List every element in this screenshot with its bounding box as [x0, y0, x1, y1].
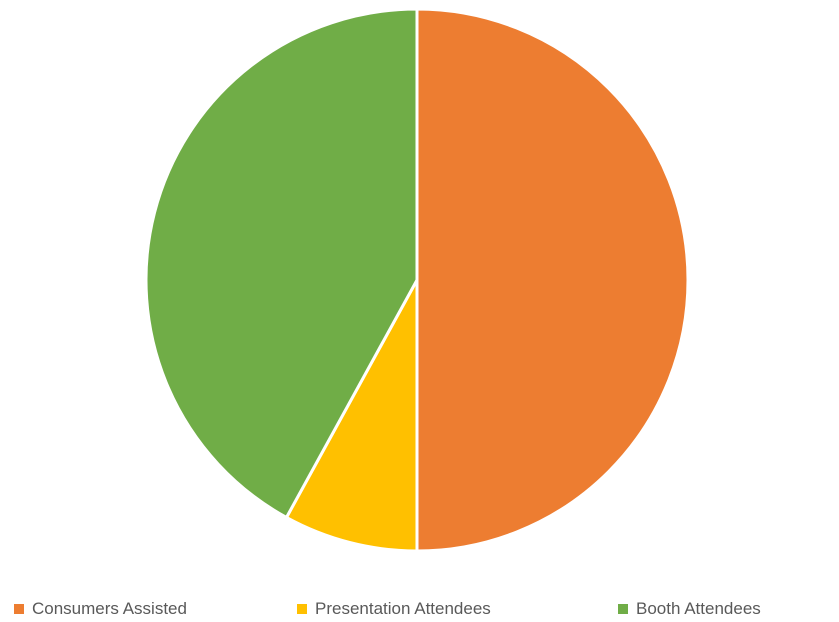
legend-label-presentation-attendees: Presentation Attendees	[315, 599, 491, 618]
pie-slice-booth-attendees	[144, 7, 419, 519]
legend-swatch-booth-attendees	[618, 604, 628, 614]
legend-item-presentation-attendees: Presentation Attendees	[297, 596, 491, 622]
legend-swatch-consumers-assisted	[14, 604, 24, 614]
pie-chart	[144, 7, 690, 553]
legend-item-booth-attendees: Booth Attendees	[618, 596, 761, 622]
chart-legend: Consumers Assisted Presentation Attendee…	[0, 596, 839, 622]
legend-item-consumers-assisted: Consumers Assisted	[14, 596, 187, 622]
legend-label-booth-attendees: Booth Attendees	[636, 599, 761, 618]
legend-swatch-presentation-attendees	[297, 604, 307, 614]
legend-label-consumers-assisted: Consumers Assisted	[32, 599, 187, 618]
pie-slice-presentation-attendees	[284, 278, 419, 553]
pie-slice-consumers-assisted	[415, 7, 690, 553]
